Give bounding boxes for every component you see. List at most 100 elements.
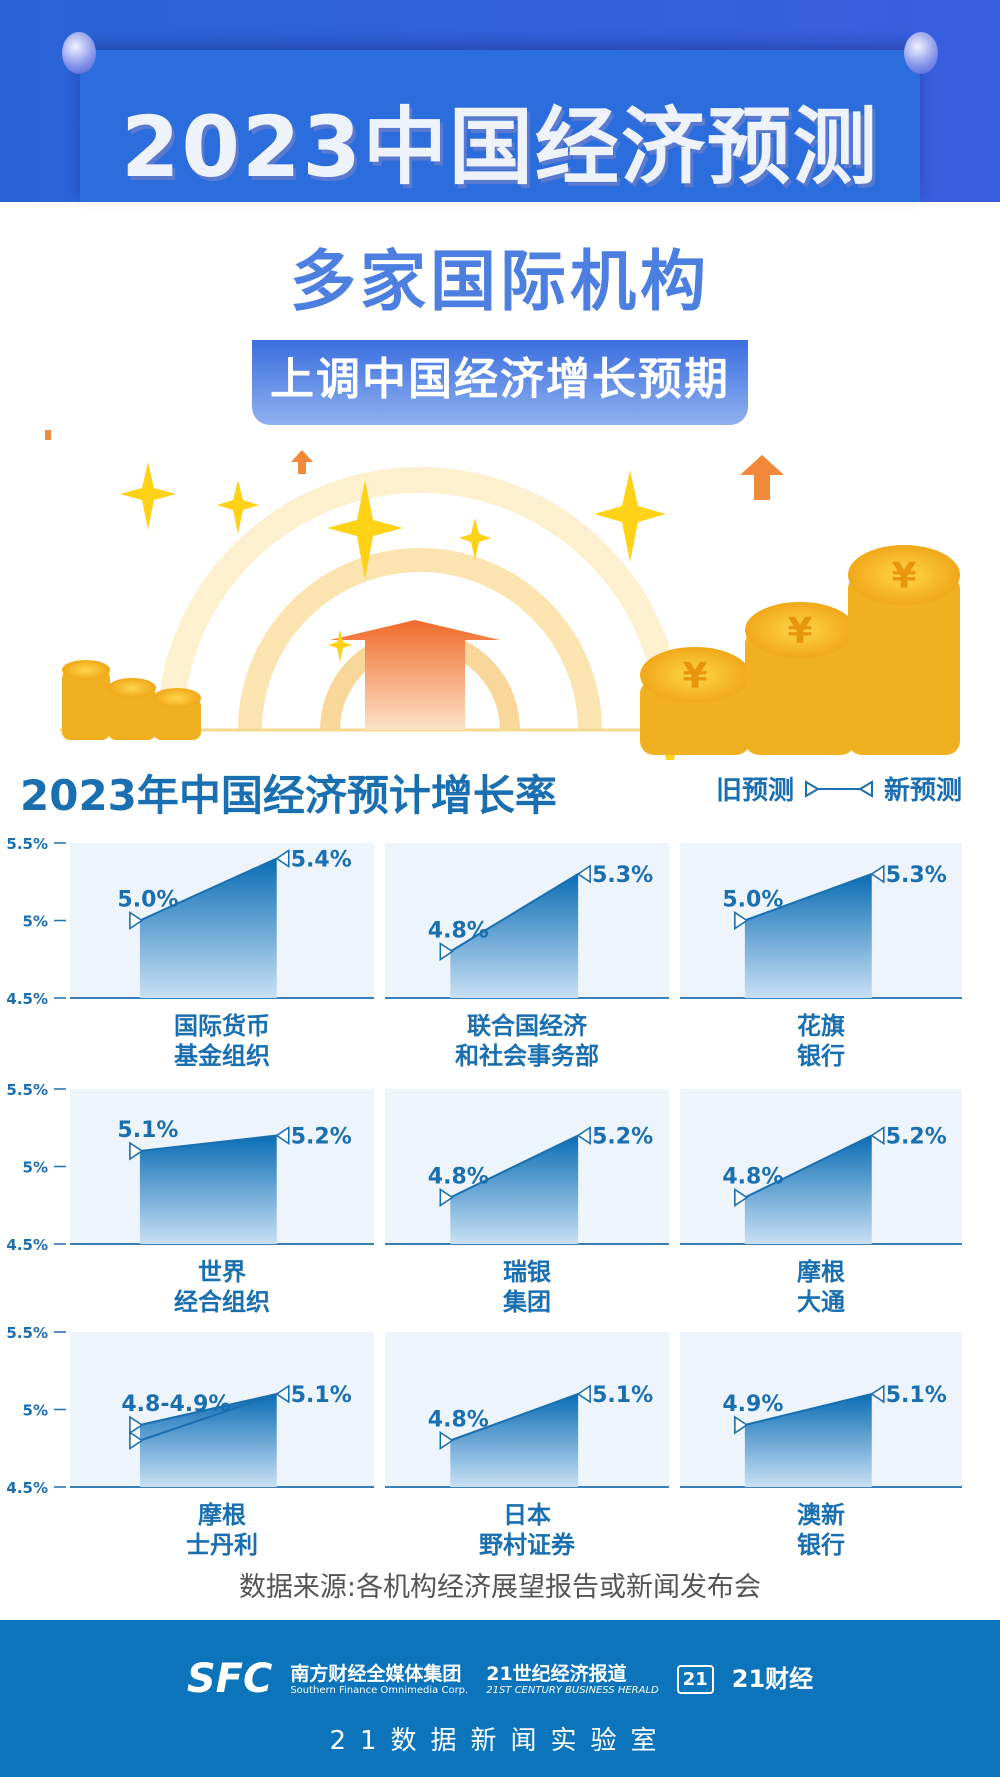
y-tick-label: 4.5% xyxy=(6,990,48,1008)
institution-name: 瑞银 xyxy=(503,1258,552,1286)
marker-icon xyxy=(576,864,591,884)
marker-icon xyxy=(734,1415,749,1435)
y-tick-label: 4.5% xyxy=(6,1479,48,1497)
cj-name: 21财经 xyxy=(731,1665,814,1693)
forecast-line xyxy=(744,1393,872,1426)
forecast-line xyxy=(449,873,579,953)
banner: 上调中国经济增长预期 xyxy=(252,340,748,425)
new-value-label: 5.4% xyxy=(291,848,352,873)
marker-icon xyxy=(734,911,749,930)
marker-icon xyxy=(870,1384,885,1404)
chart-title: 2023年中国经济预计增长率 xyxy=(20,771,557,820)
yen-icon: ¥ ¥ ¥ xyxy=(682,556,916,697)
old-value-label: 4.9% xyxy=(722,1392,783,1417)
legend-old-label: 旧预测 xyxy=(715,776,794,806)
cj-badge: 21 xyxy=(676,1664,714,1694)
institution-name: 摩根 xyxy=(198,1501,246,1529)
marker-icon xyxy=(870,864,885,884)
growth-area xyxy=(450,1135,579,1244)
y-tick-label: 5% xyxy=(23,913,48,931)
marker-icon xyxy=(734,1188,749,1207)
marker-icon xyxy=(129,1431,144,1450)
growth-area xyxy=(744,1394,872,1487)
up-arrow-icon xyxy=(330,620,500,730)
y-tick-label: 5.5% xyxy=(6,1081,48,1099)
forecast-line-low xyxy=(139,1393,278,1442)
growth-area xyxy=(744,874,872,998)
forecast-line xyxy=(139,1393,277,1426)
institution-name: 银行 xyxy=(797,1531,845,1559)
old-value-label: 5.0% xyxy=(117,888,178,913)
new-value-label: 5.1% xyxy=(592,1383,653,1408)
y-tick-label: 4.5% xyxy=(6,1236,48,1254)
forecast-line xyxy=(139,1134,277,1152)
legend: 旧预测 新预测 xyxy=(716,770,962,807)
sfc-name: 南方财经全媒体集团 xyxy=(290,1662,462,1685)
institution-name: 大通 xyxy=(797,1288,845,1316)
sfc-logo: SFC xyxy=(186,1656,273,1702)
marker-icon xyxy=(129,911,144,930)
small-arrow-icon xyxy=(39,430,784,500)
institution-name: 摩根 xyxy=(797,1258,845,1286)
page-title: 2023中国经济预测 xyxy=(121,98,879,196)
institution-name: 基金组织 xyxy=(174,1042,270,1070)
marker-icon xyxy=(576,1384,591,1404)
sfc-en: Southern Finance Omnimedia Corp. xyxy=(290,1684,469,1696)
new-value-label: 5.1% xyxy=(886,1383,947,1408)
subtitle: 多家国际机构 xyxy=(290,243,710,320)
forecast-line xyxy=(744,873,873,922)
decor-ball xyxy=(62,32,96,74)
legend-line-icon xyxy=(804,779,873,798)
herald-en: 21ST CENTURY BUSINESS HERALD xyxy=(486,1684,659,1696)
growth-area xyxy=(139,1394,277,1487)
marker-icon xyxy=(275,849,290,868)
growth-area xyxy=(450,1394,579,1487)
old-value-label: 4.8% xyxy=(428,919,489,944)
old-value-label: 5.0% xyxy=(722,888,783,913)
institution-name: 世界 xyxy=(198,1258,246,1286)
svg-text:¥: ¥ xyxy=(682,656,707,697)
source-note: 数据来源:各机构经济展望报告或新闻发布会 xyxy=(238,1572,762,1603)
y-tick-label: 5% xyxy=(23,1402,48,1420)
institution-name: 和社会事务部 xyxy=(455,1042,599,1070)
legend-new-label: 新预测 xyxy=(883,776,962,806)
old-value-label: 4.8% xyxy=(428,1408,489,1433)
illustration: ¥ ¥ ¥ xyxy=(39,430,960,760)
marker-icon xyxy=(439,1431,454,1450)
institution-name: 日本 xyxy=(503,1501,551,1529)
svg-text:¥: ¥ xyxy=(787,611,812,652)
growth-area xyxy=(139,1135,277,1244)
institution-name: 银行 xyxy=(797,1042,845,1070)
header-plate xyxy=(80,50,920,202)
old-value-label: 4.8-4.9% xyxy=(121,1392,230,1417)
lab-name: 21数据新闻实验室 xyxy=(329,1726,671,1756)
old-value-label: 4.8% xyxy=(722,1165,783,1190)
growth-area xyxy=(450,874,579,998)
marker-icon xyxy=(275,1384,290,1404)
new-value-label: 5.2% xyxy=(291,1125,352,1150)
footer: SFC 南方财经全媒体集团 Southern Finance Omnimedia … xyxy=(0,1620,1000,1777)
chart-grid: 5.5% 5% 4.5% 5.5% 5% 4.5% 5.5% 5% 4.5% 5.0% 5.4% 国际… xyxy=(6,835,962,1559)
new-value-label: 5.3% xyxy=(886,863,947,888)
forecast-line xyxy=(449,1134,579,1199)
marker-icon xyxy=(870,1126,885,1145)
institution-name: 澳新 xyxy=(797,1501,845,1529)
herald-name: 21世纪经济报道 xyxy=(486,1662,627,1685)
institution-name: 经合组织 xyxy=(174,1288,270,1316)
forecast-line xyxy=(744,1134,873,1199)
marker-icon xyxy=(275,1126,290,1145)
coin-stacks xyxy=(62,545,960,755)
marker-icon xyxy=(129,1141,144,1161)
institution-name: 集团 xyxy=(502,1288,551,1316)
new-value-label: 5.1% xyxy=(291,1383,352,1408)
marker-icon xyxy=(129,1415,144,1435)
new-value-label: 5.2% xyxy=(592,1125,653,1150)
forecast-line xyxy=(139,857,278,922)
institution-name: 野村证券 xyxy=(479,1531,576,1559)
y-tick-label: 5.5% xyxy=(6,1324,48,1342)
decor-ball xyxy=(904,32,938,74)
svg-text:¥: ¥ xyxy=(891,556,916,597)
old-value-label: 5.1% xyxy=(117,1118,178,1143)
y-tick-label: 5.5% xyxy=(6,835,48,853)
new-value-label: 5.3% xyxy=(592,863,653,888)
